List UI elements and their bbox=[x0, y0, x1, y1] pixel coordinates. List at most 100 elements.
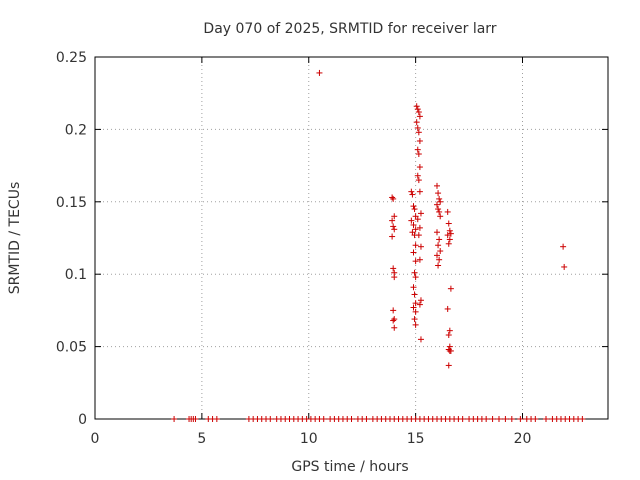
data-point bbox=[435, 242, 442, 249]
data-point bbox=[390, 307, 397, 314]
x-tick-label: 15 bbox=[407, 431, 425, 447]
data-point bbox=[415, 232, 422, 239]
x-axis-label: GPS time / hours bbox=[291, 459, 408, 475]
data-point bbox=[434, 252, 440, 259]
data-point bbox=[390, 317, 397, 324]
data-point bbox=[434, 182, 440, 189]
data-point bbox=[410, 304, 417, 311]
data-point bbox=[435, 206, 442, 213]
data-point bbox=[416, 137, 423, 144]
data-point bbox=[444, 305, 451, 312]
data-point bbox=[417, 243, 424, 250]
x-axis: 0 5 10 15 20 bbox=[91, 57, 532, 447]
data-point bbox=[437, 248, 444, 255]
data-point bbox=[447, 347, 454, 354]
data-point bbox=[192, 416, 199, 422]
data-point bbox=[415, 151, 422, 158]
data-point bbox=[413, 119, 420, 126]
data-point bbox=[502, 416, 509, 422]
data-point bbox=[412, 226, 419, 233]
data-point bbox=[446, 227, 453, 234]
data-point bbox=[416, 113, 423, 120]
data-point bbox=[391, 213, 398, 220]
data-point bbox=[495, 416, 502, 422]
data-point bbox=[412, 321, 419, 328]
data-point bbox=[437, 213, 444, 220]
data-point bbox=[348, 416, 355, 422]
data-point bbox=[489, 416, 496, 422]
data-point bbox=[444, 232, 451, 239]
data-point bbox=[508, 416, 515, 422]
data-point bbox=[483, 416, 490, 422]
data-point bbox=[391, 226, 398, 233]
plot-frame bbox=[94, 56, 609, 420]
data-point bbox=[579, 416, 586, 422]
data-point bbox=[416, 188, 423, 195]
data-point bbox=[410, 221, 417, 228]
data-point bbox=[416, 164, 423, 171]
data-point bbox=[413, 103, 420, 110]
data-point bbox=[446, 236, 453, 243]
data-point bbox=[459, 416, 466, 422]
data-point bbox=[415, 177, 422, 184]
data-point bbox=[543, 416, 550, 422]
data-point bbox=[416, 224, 423, 231]
data-point bbox=[363, 416, 370, 422]
data-points bbox=[171, 69, 586, 422]
data-point bbox=[410, 284, 417, 291]
data-point bbox=[437, 198, 444, 205]
data-point bbox=[414, 124, 421, 131]
data-point bbox=[447, 285, 454, 292]
data-point bbox=[446, 327, 453, 334]
data-point bbox=[447, 230, 454, 237]
data-point bbox=[414, 106, 421, 113]
x-tick-label: 10 bbox=[300, 431, 318, 447]
x-tick-label: 0 bbox=[91, 431, 100, 447]
data-point bbox=[436, 195, 443, 202]
data-point bbox=[411, 269, 418, 276]
data-point bbox=[417, 297, 424, 304]
data-point bbox=[412, 300, 419, 307]
data-point bbox=[412, 258, 419, 265]
chart-title: Day 070 of 2025, SRMTID for receiver lar… bbox=[203, 21, 496, 37]
data-point bbox=[267, 416, 274, 422]
data-point bbox=[532, 416, 539, 422]
x-tick-label: 5 bbox=[197, 431, 206, 447]
data-point bbox=[389, 194, 396, 201]
y-tick-label: 0.1 bbox=[65, 267, 87, 283]
data-point bbox=[414, 172, 421, 179]
x-tick-label: 20 bbox=[514, 431, 532, 447]
data-point bbox=[408, 188, 415, 195]
y-tick-label: 0 bbox=[78, 412, 87, 428]
data-point bbox=[409, 191, 416, 198]
y-tick-label: 0.05 bbox=[56, 340, 87, 356]
data-point bbox=[391, 324, 398, 331]
data-point bbox=[434, 229, 440, 236]
data-point bbox=[389, 217, 396, 224]
data-point bbox=[416, 256, 423, 263]
data-point bbox=[410, 249, 417, 256]
data-point bbox=[412, 242, 419, 249]
data-point bbox=[416, 301, 423, 308]
data-point bbox=[415, 109, 422, 116]
data-point bbox=[435, 190, 442, 197]
data-point bbox=[434, 201, 440, 208]
data-point bbox=[445, 220, 452, 227]
data-point bbox=[445, 240, 452, 247]
data-point bbox=[436, 208, 443, 215]
data-point bbox=[412, 274, 419, 281]
grid-lines bbox=[95, 57, 608, 419]
data-point bbox=[390, 195, 397, 202]
data-point bbox=[444, 208, 451, 215]
data-point bbox=[517, 416, 524, 422]
data-point bbox=[414, 216, 421, 223]
data-point bbox=[391, 316, 398, 323]
data-point bbox=[320, 416, 327, 422]
data-point bbox=[410, 203, 417, 210]
y-tick-label: 0.2 bbox=[65, 122, 87, 138]
data-point bbox=[415, 129, 422, 136]
y-axis: 0 0.05 0.1 0.15 0.2 0.25 bbox=[56, 50, 608, 428]
y-tick-label: 0.25 bbox=[56, 50, 87, 66]
data-point bbox=[408, 217, 415, 224]
data-point bbox=[411, 316, 418, 323]
